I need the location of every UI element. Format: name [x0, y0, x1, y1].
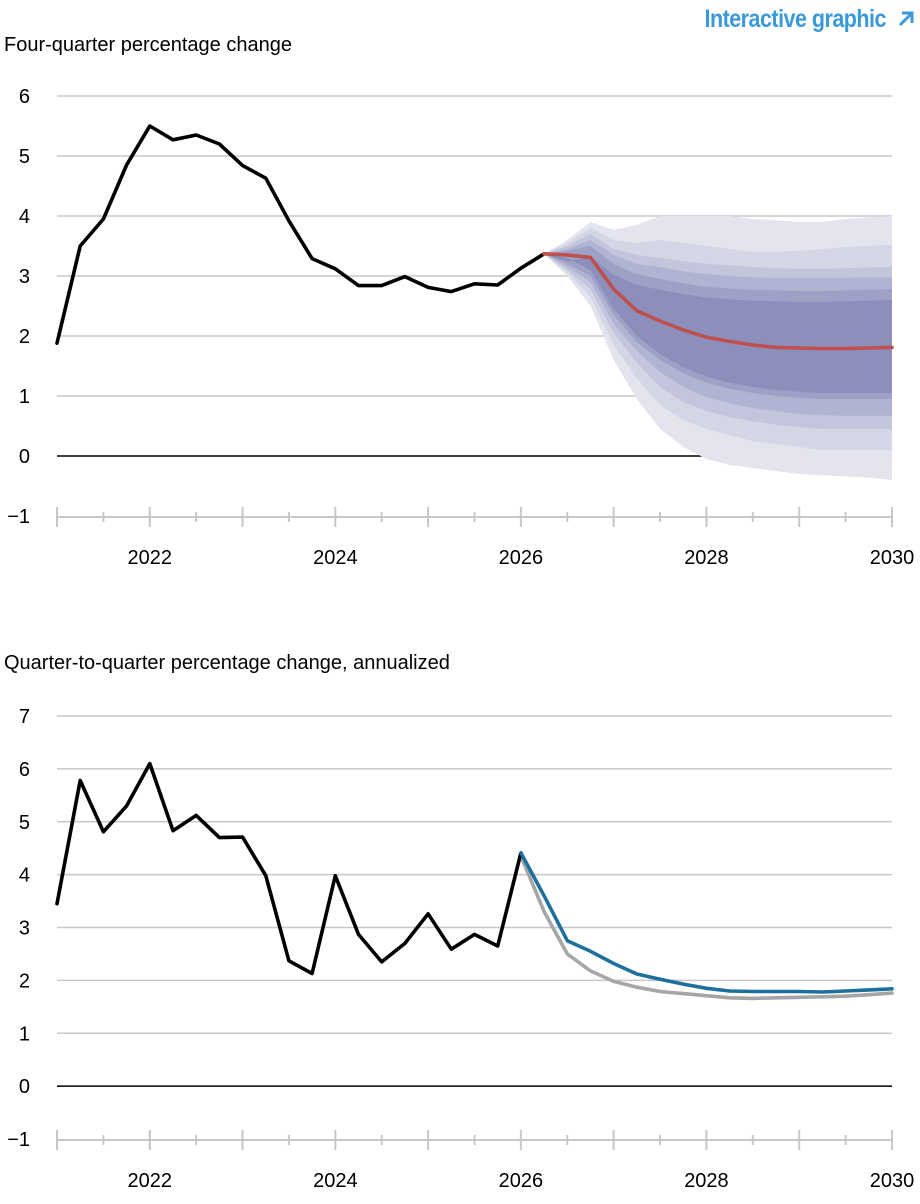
interactive-graphic-link[interactable]: Interactive graphic: [675, 2, 916, 36]
y-tick-label: −1: [7, 506, 30, 528]
y-tick-label: 5: [19, 812, 30, 834]
chart2-title: Quarter-to-quarter percentage change, an…: [4, 652, 450, 674]
x-tick-label: 2028: [684, 547, 729, 569]
y-tick-label: 5: [19, 146, 30, 168]
y-tick-label: 4: [19, 206, 30, 228]
series-line-history: [55, 761, 523, 976]
y-tick-label: 7: [19, 706, 30, 728]
series-line-forecast-blue-: [519, 851, 894, 994]
x-tick-label: 2030: [870, 547, 915, 569]
y-tick-label: 0: [19, 446, 30, 468]
y-tick-label: 1: [19, 386, 30, 408]
x-tick-label: 2026: [499, 547, 544, 569]
series-line-forecast-median: [542, 252, 894, 351]
gridlines: [57, 715, 892, 1087]
y-tick-label: 0: [19, 1076, 30, 1098]
x-tick-label: 2024: [313, 1170, 358, 1192]
y-tick-label: −1: [7, 1129, 30, 1151]
x-tick-label: 2026: [499, 1170, 544, 1192]
y-tick-label: 6: [19, 86, 30, 108]
arrow-up-right-icon: [898, 11, 914, 27]
interactive-graphic-label: Interactive graphic: [704, 4, 887, 33]
y-tick-label: 3: [19, 918, 30, 940]
forecast-band-core: [544, 253, 892, 393]
y-tick-label: 3: [19, 266, 30, 288]
chart1-title: Four-quarter percentage change: [4, 34, 292, 56]
series-line-history: [55, 124, 546, 346]
quarter-to-quarter-chart: −1 0 1 2 3 4 5 6 7 2022 2024 2026 2028 2030: [7, 706, 915, 1192]
y-tick-label: 2: [19, 326, 30, 348]
x-tick-label: 2022: [128, 1170, 173, 1192]
x-tick-label: 2028: [684, 1170, 729, 1192]
series-line-forecast-gray-: [519, 854, 894, 1001]
y-tick-label: 2: [19, 970, 30, 992]
x-tick-label: 2022: [128, 547, 173, 569]
x-tick-label: 2030: [870, 1170, 915, 1192]
four-quarter-chart: −1 0 1 2 3 4 5 6 2022 2024 2026 2028 2030: [7, 86, 915, 569]
y-tick-label: 6: [19, 759, 30, 781]
x-tick-label: 2024: [313, 547, 358, 569]
y-tick-label: 4: [19, 865, 30, 887]
gridlines: [57, 95, 892, 457]
y-tick-label: 1: [19, 1023, 30, 1045]
